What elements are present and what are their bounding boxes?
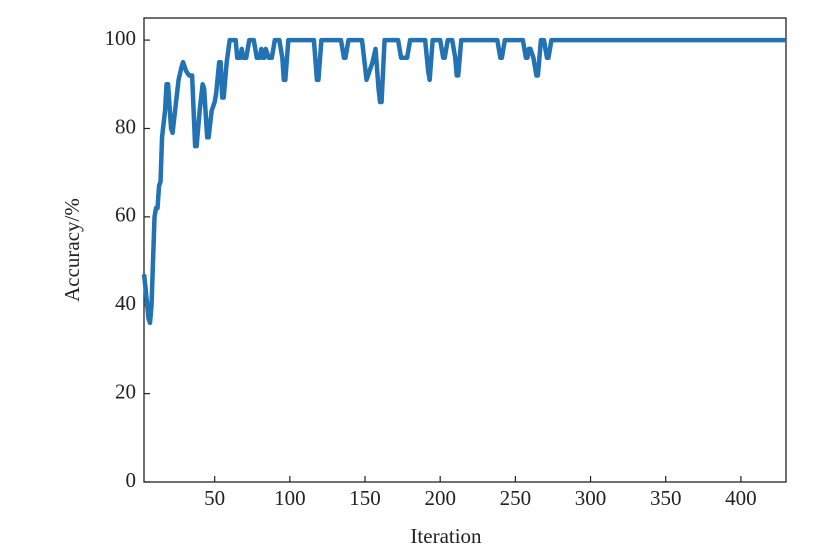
y-axis-label: Accuracy/% (60, 198, 84, 302)
x-tick-label: 150 (349, 486, 381, 510)
plot-frame (143, 17, 787, 483)
x-tick-label: 300 (575, 486, 607, 510)
y-tick-label: 100 (105, 26, 137, 50)
y-tick-label: 20 (115, 379, 136, 403)
x-tick-label: 200 (424, 486, 456, 510)
y-tick-label: 40 (115, 291, 136, 315)
x-axis-label: Iteration (410, 524, 482, 548)
y-tick-label: 60 (115, 203, 136, 227)
x-tick-label: 50 (204, 486, 225, 510)
y-tick-label: 0 (126, 468, 137, 492)
x-tick-label: 400 (725, 486, 757, 510)
x-tick-label: 350 (650, 486, 682, 510)
x-tick-label: 250 (500, 486, 532, 510)
y-tick-label: 80 (115, 114, 136, 138)
data-line (141, 37, 786, 326)
x-tick-label: 100 (274, 486, 306, 510)
